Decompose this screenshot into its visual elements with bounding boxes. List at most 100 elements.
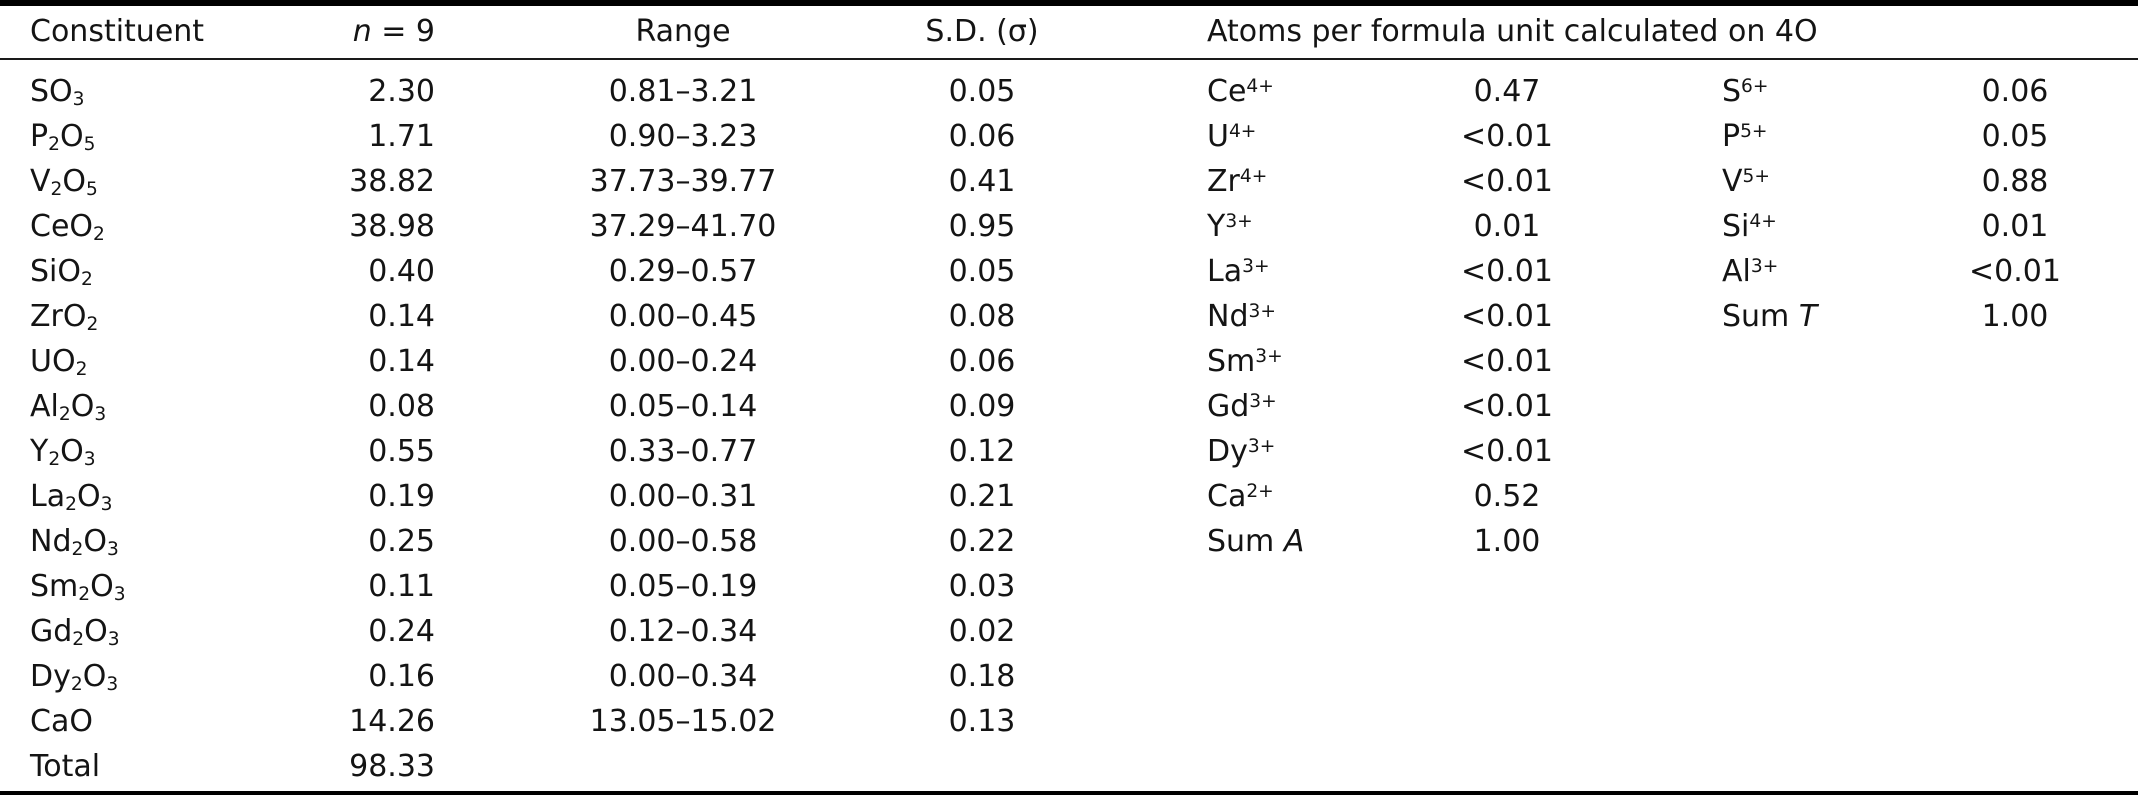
cell-constituent: V2O5 bbox=[30, 164, 98, 201]
cell-a-cation: Ce4+ bbox=[1207, 74, 1274, 109]
cell-range: 13.05–15.02 bbox=[589, 704, 777, 739]
cell-t-cation: Sum T bbox=[1722, 299, 1818, 334]
cell-sd: 0.06 bbox=[948, 344, 1016, 379]
cell-a-value: 0.47 bbox=[1473, 74, 1541, 109]
cell-a-value: 0.01 bbox=[1473, 209, 1541, 244]
cell-a-value: <0.01 bbox=[1461, 344, 1553, 379]
cell-sd: 0.06 bbox=[948, 119, 1016, 154]
table-row: P2O5 1.71 0.90–3.23 0.06 U4+ <0.01 P5+ 0.05 bbox=[0, 114, 2138, 159]
table-header: Constituent n = 9 Range S.D. (σ) Atoms p… bbox=[0, 6, 2138, 58]
cell-mean: 0.16 bbox=[368, 659, 435, 694]
cell-sd: 0.05 bbox=[948, 74, 1016, 109]
cell-mean: 1.71 bbox=[368, 119, 435, 154]
table-row: La2O3 0.19 0.00–0.31 0.21 Ca2+ 0.52 bbox=[0, 474, 2138, 519]
cell-range: 0.00–0.45 bbox=[608, 299, 758, 334]
cell-a-cation: Nd3+ bbox=[1207, 299, 1276, 334]
cell-a-value: <0.01 bbox=[1461, 299, 1553, 334]
table-row: Sm2O3 0.11 0.05–0.19 0.03 bbox=[0, 564, 2138, 609]
cell-constituent: Dy2O3 bbox=[30, 659, 119, 696]
cell-sd: 0.18 bbox=[948, 659, 1016, 694]
table-row: Dy2O3 0.16 0.00–0.34 0.18 bbox=[0, 654, 2138, 699]
cell-range: 37.29–41.70 bbox=[589, 209, 777, 244]
cell-range: 0.00–0.24 bbox=[608, 344, 758, 379]
table-row: Al2O3 0.08 0.05–0.14 0.09 Gd3+ <0.01 bbox=[0, 384, 2138, 429]
table-row: Total 98.33 bbox=[0, 744, 2138, 789]
cell-a-cation: Sm3+ bbox=[1207, 344, 1283, 379]
table-row: Gd2O3 0.24 0.12–0.34 0.02 bbox=[0, 609, 2138, 654]
cell-mean: 0.14 bbox=[368, 299, 435, 334]
cell-sd: 0.08 bbox=[948, 299, 1016, 334]
table-row: V2O5 38.82 37.73–39.77 0.41 Zr4+ <0.01 V5+ 0.88 bbox=[0, 159, 2138, 204]
cell-t-value: 1.00 bbox=[1981, 299, 2049, 334]
cell-a-cation: Ca2+ bbox=[1207, 479, 1274, 514]
cell-range: 0.05–0.14 bbox=[608, 389, 758, 424]
cell-mean: 0.25 bbox=[368, 524, 435, 559]
col-header-apfu: Atoms per formula unit calculated on 4O bbox=[1207, 14, 1818, 49]
cell-range: 0.00–0.58 bbox=[608, 524, 758, 559]
cell-mean: 0.40 bbox=[368, 254, 435, 289]
cell-range: 0.29–0.57 bbox=[608, 254, 758, 289]
cell-constituent: SiO2 bbox=[30, 254, 93, 291]
table-row: Y2O3 0.55 0.33–0.77 0.12 Dy3+ <0.01 bbox=[0, 429, 2138, 474]
table-row: ZrO2 0.14 0.00–0.45 0.08 Nd3+ <0.01 Sum T 1.00 bbox=[0, 294, 2138, 339]
table-body: SO3 2.30 0.81–3.21 0.05 Ce4+ 0.47 S6+ 0.06 P2O5 1… bbox=[0, 60, 2138, 789]
cell-constituent: La2O3 bbox=[30, 479, 113, 516]
cell-sd: 0.13 bbox=[948, 704, 1016, 739]
cell-a-value: 1.00 bbox=[1473, 524, 1541, 559]
cell-mean: 0.08 bbox=[368, 389, 435, 424]
top-rule bbox=[0, 0, 2138, 6]
cell-range: 0.12–0.34 bbox=[608, 614, 758, 649]
cell-t-value: 0.01 bbox=[1981, 209, 2049, 244]
cell-t-value: 0.05 bbox=[1981, 119, 2049, 154]
cell-sd: 0.41 bbox=[948, 164, 1016, 199]
cell-a-value: <0.01 bbox=[1461, 434, 1553, 469]
cell-range: 0.33–0.77 bbox=[608, 434, 758, 469]
table-row: UO2 0.14 0.00–0.24 0.06 Sm3+ <0.01 bbox=[0, 339, 2138, 384]
cell-a-value: 0.52 bbox=[1473, 479, 1541, 514]
cell-a-value: <0.01 bbox=[1461, 164, 1553, 199]
col-header-constituent: Constituent bbox=[30, 14, 205, 49]
cell-sd: 0.22 bbox=[948, 524, 1016, 559]
cell-mean: 0.19 bbox=[368, 479, 435, 514]
cell-mean: 38.82 bbox=[349, 164, 435, 199]
cell-t-value: <0.01 bbox=[1969, 254, 2061, 289]
cell-mean: 0.11 bbox=[368, 569, 435, 604]
header-rule bbox=[0, 58, 2138, 60]
cell-constituent: Gd2O3 bbox=[30, 614, 120, 651]
cell-a-value: <0.01 bbox=[1461, 119, 1553, 154]
cell-t-cation: Si4+ bbox=[1722, 209, 1777, 244]
cell-a-cation: La3+ bbox=[1207, 254, 1270, 289]
cell-a-value: <0.01 bbox=[1461, 254, 1553, 289]
cell-constituent: Sm2O3 bbox=[30, 569, 126, 606]
col-header-sd: S.D. (σ) bbox=[925, 14, 1039, 49]
cell-mean: 0.55 bbox=[368, 434, 435, 469]
cell-mean: 2.30 bbox=[368, 74, 435, 109]
cell-range: 0.90–3.23 bbox=[608, 119, 758, 154]
cell-constituent: CeO2 bbox=[30, 209, 105, 246]
table-row: SO3 2.30 0.81–3.21 0.05 Ce4+ 0.47 S6+ 0.06 bbox=[0, 69, 2138, 114]
cell-sd: 0.03 bbox=[948, 569, 1016, 604]
col-header-n: n = 9 bbox=[352, 14, 435, 49]
cell-a-value: <0.01 bbox=[1461, 389, 1553, 424]
cell-mean: 0.14 bbox=[368, 344, 435, 379]
cell-range: 0.00–0.31 bbox=[608, 479, 758, 514]
cell-a-cation: Dy3+ bbox=[1207, 434, 1276, 469]
cell-t-cation: S6+ bbox=[1722, 74, 1769, 109]
cell-sd: 0.09 bbox=[948, 389, 1016, 424]
cell-sd: 0.02 bbox=[948, 614, 1016, 649]
cell-t-cation: Al3+ bbox=[1722, 254, 1779, 289]
cell-range: 0.05–0.19 bbox=[608, 569, 758, 604]
cell-mean: 0.24 bbox=[368, 614, 435, 649]
table-row: CaO 14.26 13.05–15.02 0.13 bbox=[0, 699, 2138, 744]
bottom-rule bbox=[0, 791, 2138, 795]
cell-sd: 0.21 bbox=[948, 479, 1016, 514]
cell-a-cation: Sum A bbox=[1207, 524, 1305, 559]
cell-constituent: Nd2O3 bbox=[30, 524, 119, 561]
cell-a-cation: Y3+ bbox=[1207, 209, 1253, 244]
cell-mean: 98.33 bbox=[349, 749, 435, 784]
cell-t-cation: V5+ bbox=[1722, 164, 1770, 199]
cell-constituent: P2O5 bbox=[30, 119, 96, 156]
cell-mean: 38.98 bbox=[349, 209, 435, 244]
cell-sd: 0.05 bbox=[948, 254, 1016, 289]
cell-range: 0.81–3.21 bbox=[608, 74, 758, 109]
